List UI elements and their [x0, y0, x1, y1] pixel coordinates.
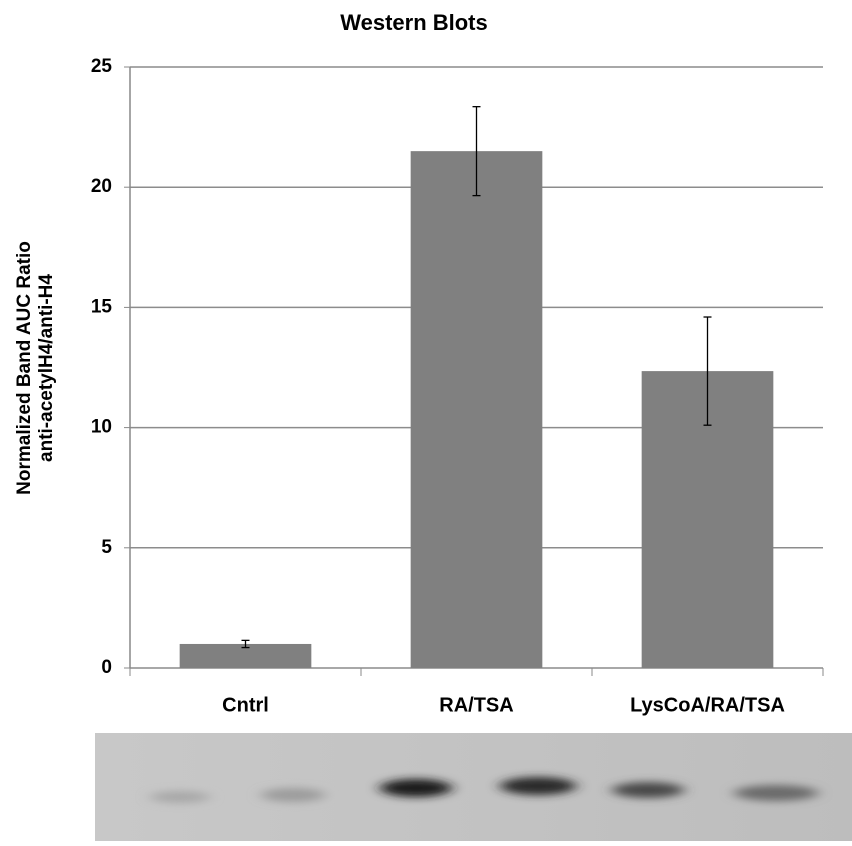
y-tick-label: 15: [91, 296, 113, 317]
blot-band: [734, 785, 818, 801]
blot-image: [95, 733, 852, 841]
y-tick-label: 25: [91, 56, 113, 77]
blot-band: [612, 782, 684, 798]
y-axis-title-line: anti-acetylH4/anti-H4: [36, 274, 57, 462]
x-tick-label: RA/TSA: [439, 694, 513, 716]
chart: Western Blots Normalized Band AUC Ratio …: [0, 0, 852, 841]
x-tick-label: LysCoA/RA/TSA: [630, 694, 785, 716]
blot-background: [95, 733, 852, 841]
blot-band: [500, 777, 576, 795]
bar: [411, 151, 543, 668]
page: Western Blots Normalized Band AUC Ratio …: [0, 0, 852, 846]
y-tick-label: 5: [101, 537, 112, 558]
y-axis-title: Normalized Band AUC Ratio anti-acetylH4/…: [14, 241, 57, 495]
x-tick-label: Cntrl: [222, 694, 269, 716]
blot-band: [261, 788, 325, 802]
blot-band: [380, 779, 452, 797]
chart-title: Western Blots: [340, 10, 488, 35]
y-axis-title-line: Normalized Band AUC Ratio: [14, 241, 35, 495]
y-tick-label: 0: [101, 657, 112, 678]
y-tick-label: 20: [91, 176, 112, 197]
y-tick-label: 10: [91, 417, 112, 438]
blot-band: [150, 791, 210, 803]
